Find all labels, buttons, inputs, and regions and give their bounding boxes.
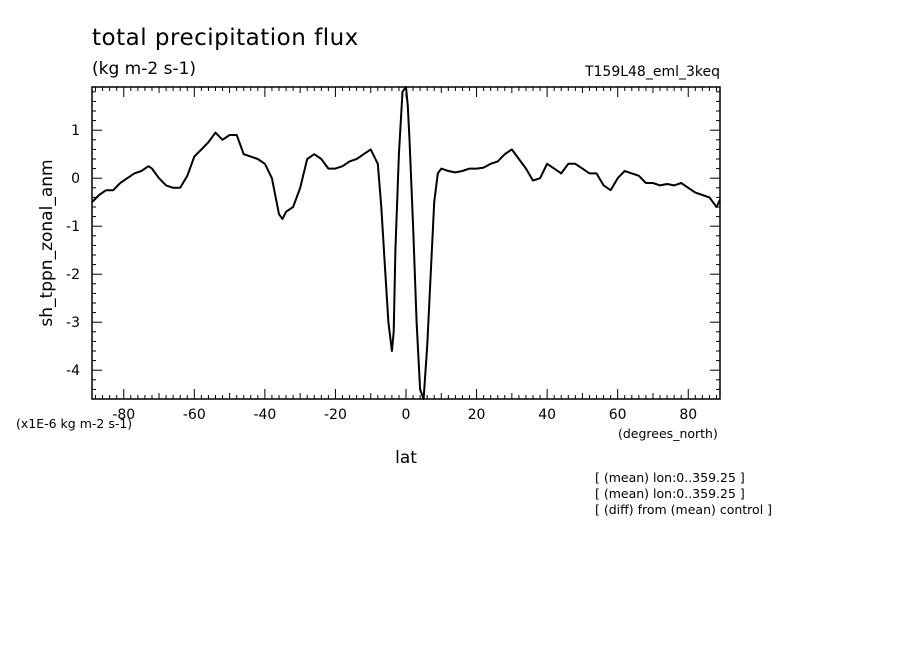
series-line: [91, 86, 721, 400]
plot-frame: [91, 86, 721, 400]
x-tick-label: -40: [253, 407, 276, 423]
note-2: [ (mean) lon:0..359.25 ]: [595, 486, 745, 501]
y-tick-labels: 1 0 -1 -2 -3 -4: [66, 123, 80, 379]
x-tick-label: 20: [468, 407, 486, 423]
note-3: [ (diff) from (mean) control ]: [595, 502, 772, 517]
x-tick-label: -80: [112, 407, 135, 423]
y-scale-note: (x1E-6 kg m-2 s-1): [16, 416, 132, 431]
tick-marks: [92, 87, 720, 400]
chart-title: total precipitation flux: [92, 25, 359, 51]
y-tick-label: -2: [66, 267, 80, 283]
experiment-label: T159L48_eml_3keq: [584, 64, 720, 80]
x-tick-label: 40: [538, 407, 556, 423]
x-tick-label: 60: [609, 407, 627, 423]
x-tick-label: -20: [324, 407, 347, 423]
y-tick-label: -3: [66, 315, 80, 331]
x-tick-label: 0: [402, 407, 411, 423]
chart-subtitle: (kg m-2 s-1): [92, 59, 196, 79]
x-tick-label: 80: [679, 407, 697, 423]
y-axis-label: sh_tppn_zonal_anm: [37, 159, 57, 326]
x-axis-label: lat: [395, 448, 417, 468]
y-tick-label: 1: [71, 123, 80, 139]
note-1: [ (mean) lon:0..359.25 ]: [595, 470, 745, 485]
y-tick-label: -1: [66, 219, 80, 235]
y-tick-label: 0: [71, 171, 80, 187]
x-units: (degrees_north): [618, 426, 718, 441]
x-tick-label: -60: [183, 407, 206, 423]
y-tick-label: -4: [66, 363, 80, 379]
x-tick-labels: -80 -60 -40 -20 0 20 40 60 80: [112, 407, 697, 423]
